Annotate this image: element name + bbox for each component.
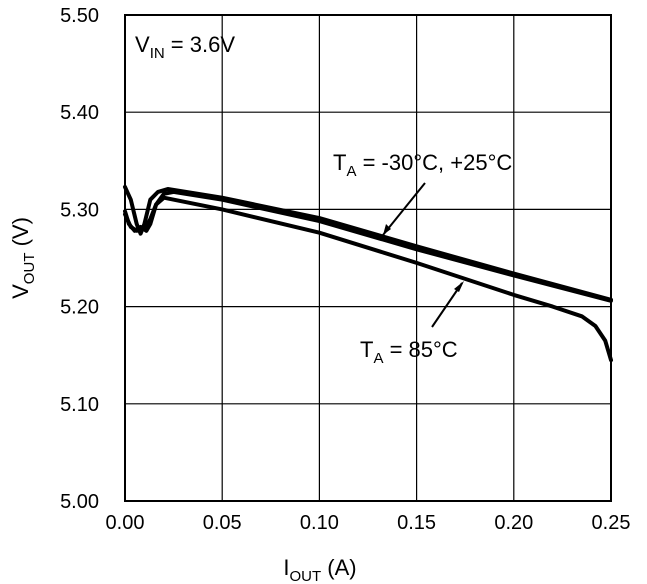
y-tick-label: 5.50 bbox=[60, 5, 99, 27]
annotation-arrowhead-hot bbox=[454, 281, 464, 292]
series-line-2 bbox=[123, 195, 613, 363]
y-tick-label: 5.40 bbox=[60, 102, 99, 124]
x-tick-labels: 0.00 0.05 0.10 0.15 0.20 0.25 bbox=[106, 512, 631, 534]
x-tick-label: 0.05 bbox=[203, 512, 242, 534]
x-axis-label: IOUT (A) bbox=[283, 555, 356, 584]
series-group bbox=[123, 185, 613, 363]
annotation-arrow-cold bbox=[382, 182, 426, 236]
plot-frame bbox=[124, 14, 612, 502]
x-tick-label: 0.10 bbox=[300, 512, 339, 534]
y-axis-label: VOUT (V) bbox=[8, 217, 38, 299]
annotation-arrowhead-cold bbox=[383, 224, 391, 235]
series-line-0 bbox=[123, 185, 613, 302]
x-tick-label: 0.25 bbox=[592, 512, 631, 534]
y-tick-label: 5.30 bbox=[60, 199, 99, 221]
grid bbox=[124, 14, 612, 502]
y-tick-labels: 5.00 5.10 5.20 5.30 5.40 5.50 bbox=[60, 5, 99, 513]
y-tick-label: 5.10 bbox=[60, 394, 99, 416]
annotation-hot: TA = 85°C bbox=[360, 337, 458, 367]
x-tick-label: 0.15 bbox=[397, 512, 436, 534]
condition-label: VIN = 3.6V bbox=[135, 32, 235, 62]
y-tick-label: 5.20 bbox=[60, 297, 99, 319]
x-tick-label: 0.20 bbox=[494, 512, 533, 534]
y-tick-label: 5.00 bbox=[60, 491, 99, 513]
annotation-cold: TA = -30°C, +25°C bbox=[333, 150, 512, 180]
x-tick-label: 0.00 bbox=[106, 512, 145, 534]
